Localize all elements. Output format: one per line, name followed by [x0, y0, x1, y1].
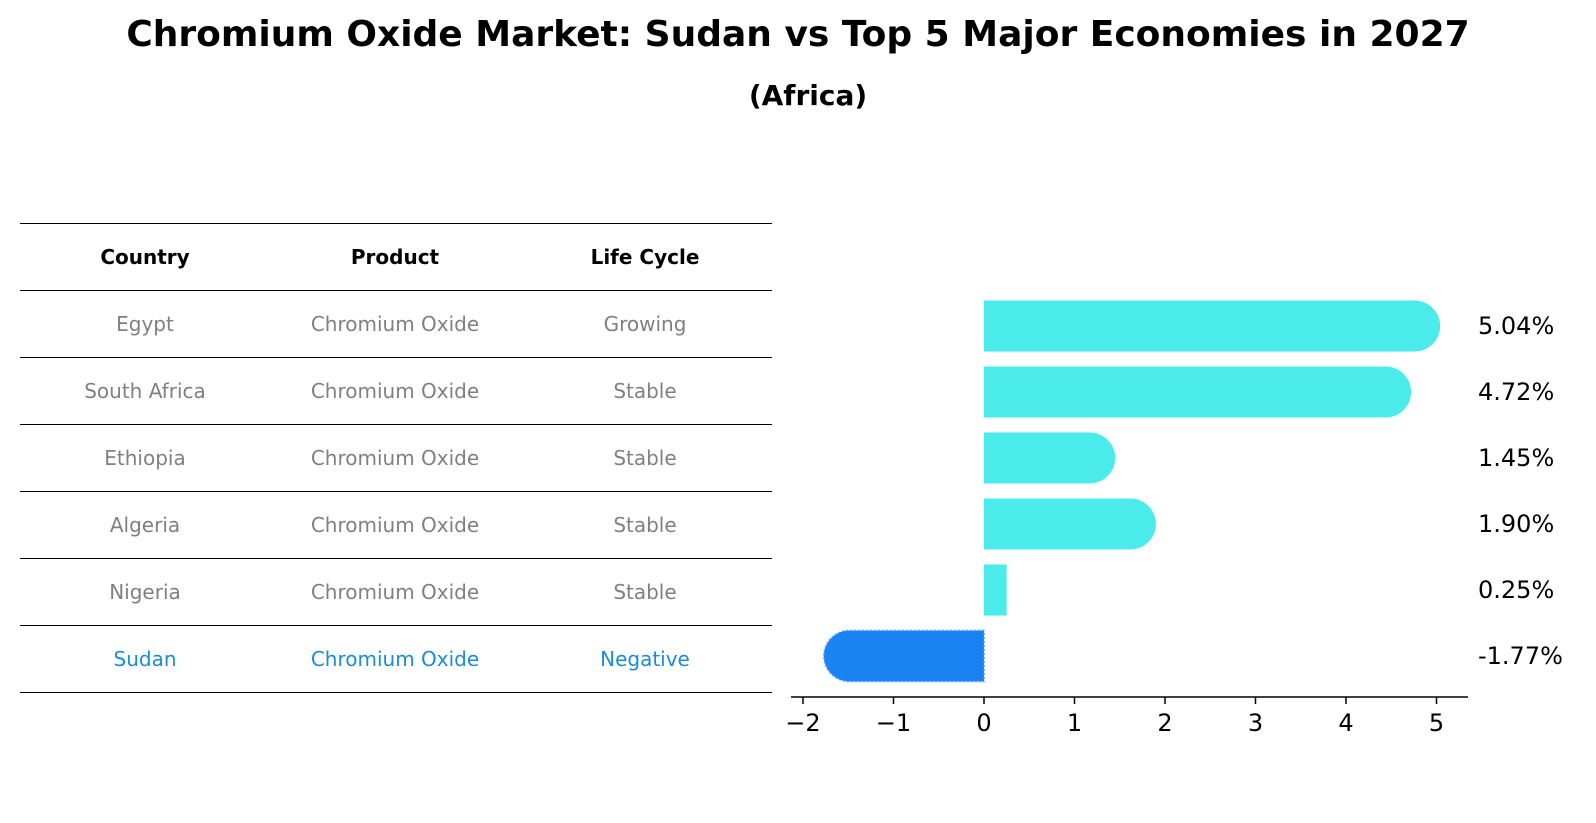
x-tick-label: 4: [1338, 709, 1353, 737]
header-country: Country: [100, 245, 190, 269]
bar-ethiopia: [984, 432, 1116, 484]
chart-title: Chromium Oxide Market: Sudan vs Top 5 Ma…: [126, 14, 1470, 55]
cell-country: Nigeria: [109, 580, 181, 604]
x-tick-label: 3: [1248, 709, 1263, 737]
table-row-highlight: Sudan Chromium Oxide Negative: [20, 626, 772, 693]
x-tick-label: 5: [1429, 709, 1444, 737]
table-row: Egypt Chromium Oxide Growing: [20, 291, 772, 358]
cell-country: Ethiopia: [104, 446, 186, 470]
table-row: Nigeria Chromium Oxide Stable: [20, 559, 772, 626]
bar-south-africa: [984, 366, 1412, 418]
table-row: South Africa Chromium Oxide Stable: [20, 358, 772, 425]
cell-life-cycle: Growing: [603, 312, 687, 336]
life-cycle-table: Country Product Life Cycle Egypt Chromiu…: [20, 223, 772, 693]
cell-product: Chromium Oxide: [310, 580, 480, 604]
bar-value-label: 1.90%: [1478, 510, 1554, 538]
cell-country: Algeria: [109, 513, 181, 537]
cell-life-cycle: Stable: [613, 446, 677, 470]
cell-product: Chromium Oxide: [310, 647, 480, 671]
table-header-row: Country Product Life Cycle: [20, 223, 772, 291]
bar-algeria: [984, 498, 1156, 550]
x-tick-label: −2: [785, 709, 820, 737]
cell-life-cycle: Stable: [613, 513, 677, 537]
cell-life-cycle: Negative: [600, 647, 690, 671]
cell-country: South Africa: [84, 379, 206, 403]
bar-value-label: -1.77%: [1478, 642, 1563, 670]
table-row: Algeria Chromium Oxide Stable: [20, 492, 772, 559]
x-tick-label: 0: [976, 709, 991, 737]
x-tick-label: −1: [876, 709, 911, 737]
header-life-cycle: Life Cycle: [590, 245, 700, 269]
bar-value-label: 0.25%: [1478, 576, 1554, 604]
bar-egypt: [984, 300, 1441, 352]
cell-country: Sudan: [113, 647, 177, 671]
bar-value-label: 5.04%: [1478, 312, 1554, 340]
cell-product: Chromium Oxide: [310, 513, 480, 537]
cell-product: Chromium Oxide: [310, 446, 480, 470]
bar-nigeria: [984, 564, 1007, 616]
cell-country: Egypt: [116, 312, 174, 336]
cell-life-cycle: Stable: [613, 379, 677, 403]
x-tick-label: 2: [1157, 709, 1172, 737]
chart-subtitle: (Africa): [748, 79, 868, 112]
cell-product: Chromium Oxide: [310, 379, 480, 403]
table-row: Ethiopia Chromium Oxide Stable: [20, 425, 772, 492]
bar-value-label: 4.72%: [1478, 378, 1554, 406]
cell-product: Chromium Oxide: [310, 312, 480, 336]
bar-sudan: [823, 629, 985, 683]
header-product: Product: [350, 245, 440, 269]
bar-value-label: 1.45%: [1478, 444, 1554, 472]
x-tick-label: 1: [1067, 709, 1082, 737]
cell-life-cycle: Stable: [613, 580, 677, 604]
